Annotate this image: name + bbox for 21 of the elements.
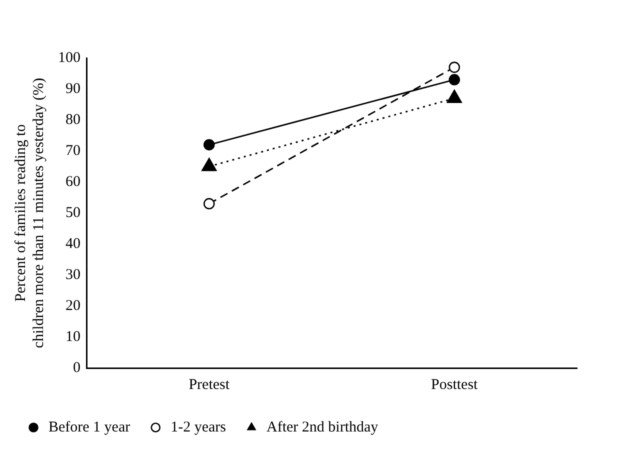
y-tick-label: 40 [66,236,80,252]
y-tick-label: 80 [66,112,80,128]
legend-label: 1-2 years [170,419,226,436]
point [203,198,215,210]
y-tick-label: 10 [66,328,80,345]
point [448,74,460,86]
legend-label: After 2nd birthday [266,419,379,436]
y-tick-label: 30 [66,266,80,283]
x-tick-label: Pretest [188,376,230,393]
y-tick-label: 50 [66,204,80,221]
point [203,139,215,150]
y-tick-label: 90 [66,80,80,97]
y-tick-label: 70 [66,142,80,159]
legend-label: Before 1 year [48,419,130,436]
x-tick-label: Posttest [431,376,479,393]
y-axis-title: Percent of families reading to children more than 11 minutes yesterday (%) [12,78,47,348]
y-tick-label: 60 [66,174,80,190]
y-tick-label: 20 [66,298,80,314]
point [448,62,460,73]
y-tick-label: 0 [73,360,80,376]
y-tick-label: 100 [58,50,80,66]
